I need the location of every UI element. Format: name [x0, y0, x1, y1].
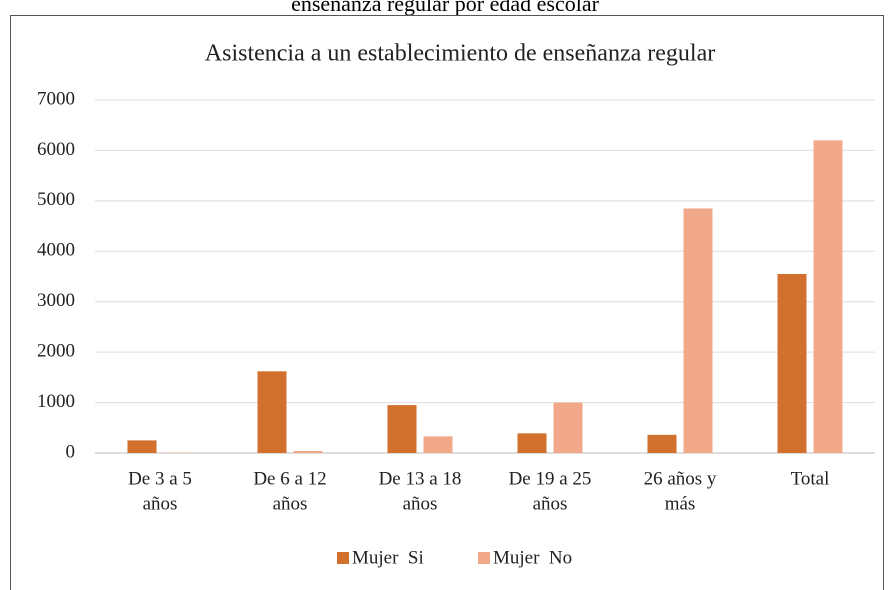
- bar: [777, 273, 807, 453]
- caption: enseñanza regular por edad escolar: [291, 0, 600, 16]
- bar: [517, 433, 547, 453]
- bar: [127, 440, 157, 453]
- y-tick-label: 5000: [37, 189, 75, 210]
- y-tick-label: 4000: [37, 240, 75, 261]
- bar: [683, 208, 713, 453]
- bar: [553, 402, 583, 453]
- bar: [163, 452, 193, 453]
- x-tick-label: De 19 a 25: [509, 468, 592, 489]
- x-tick-label: 26 años y: [644, 468, 717, 489]
- chart-border: [10, 15, 884, 590]
- y-tick-label: 7000: [37, 88, 75, 109]
- legend-label: Mujer No: [493, 547, 572, 568]
- legend-label: Mujer Si: [352, 547, 424, 568]
- bar: [387, 405, 417, 453]
- bar: [257, 371, 287, 453]
- y-tick-label: 1000: [37, 391, 75, 412]
- bar: [813, 140, 843, 454]
- y-tick-label: 6000: [37, 139, 75, 160]
- x-tick-label: más: [665, 493, 696, 514]
- x-tick-label: años: [273, 493, 308, 514]
- x-tick-label: De 3 a 5: [128, 468, 192, 489]
- legend-swatch: [478, 552, 490, 564]
- x-tick-label: De 6 a 12: [253, 468, 326, 489]
- x-tick-label: De 13 a 18: [379, 468, 462, 489]
- x-tick-label: años: [403, 493, 438, 514]
- x-tick-label: años: [143, 493, 178, 514]
- y-tick-label: 3000: [37, 290, 75, 311]
- bar: [647, 434, 677, 453]
- legend-swatch: [337, 552, 349, 564]
- bar: [293, 450, 323, 453]
- y-tick-label: 2000: [37, 341, 75, 362]
- bar: [423, 436, 453, 453]
- y-tick-label: 0: [66, 441, 76, 462]
- x-tick-label: años: [533, 493, 568, 514]
- chart-title: Asistencia a un establecimiento de enseñ…: [205, 41, 715, 67]
- x-tick-label: Total: [791, 468, 830, 489]
